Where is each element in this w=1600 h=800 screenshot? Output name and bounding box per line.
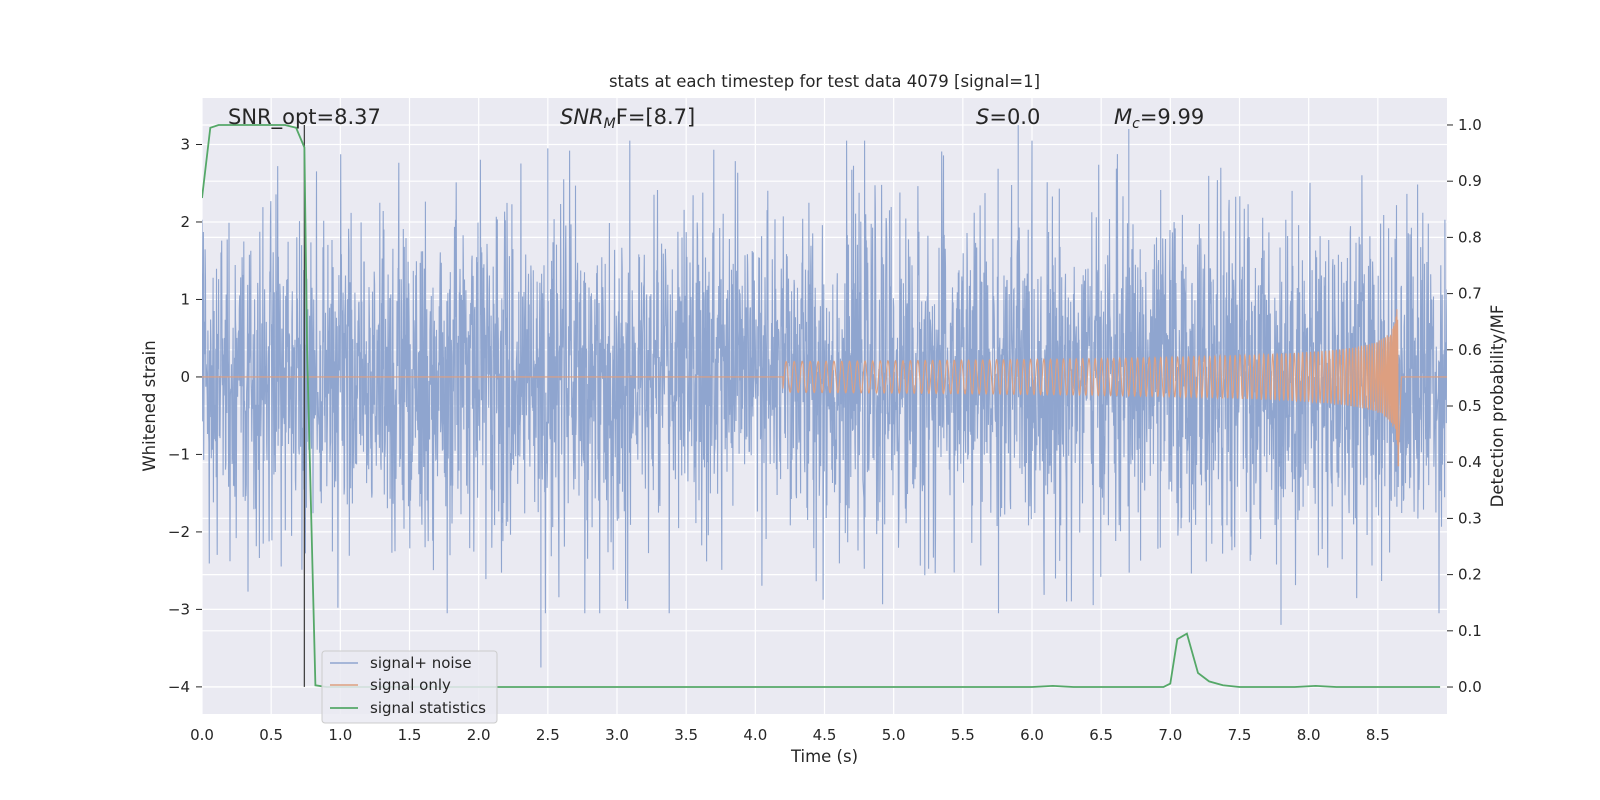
annotation-snr-mf-value: F=[8.7]	[616, 105, 695, 129]
x-tick-label: 8.5	[1366, 726, 1390, 744]
annotation-snr-mf-symbol: SNR	[560, 105, 604, 129]
y2-tick-label: 0.5	[1458, 397, 1482, 415]
legend-label-signal-statistics: signal statistics	[370, 699, 486, 717]
y2-tick-label: 1.0	[1458, 116, 1482, 134]
x-tick-label: 1.0	[328, 726, 352, 744]
x-tick-label: 4.0	[743, 726, 767, 744]
chart-title: stats at each timestep for test data 407…	[609, 72, 1040, 91]
x-tick-label: 2.0	[467, 726, 491, 744]
x-tick-label: 7.0	[1158, 726, 1182, 744]
y2-tick-label: 0.1	[1458, 622, 1482, 640]
annotation-snr-mf-subscript: M	[604, 116, 616, 132]
annotation-s: S=0.0	[976, 105, 1040, 129]
y-tick-label: 1	[180, 290, 190, 308]
x-tick-label: 7.5	[1228, 726, 1252, 744]
series-signal-noise-line	[202, 125, 1447, 668]
x-tick-label: 5.0	[882, 726, 906, 744]
y-axis-ticks: 3 2 1 0 −1 −2 −3 −4	[168, 135, 202, 696]
annotation-snr-opt: SNR_opt=8.37	[228, 105, 381, 130]
y2-tick-label: 0.9	[1458, 172, 1482, 190]
series-layer	[202, 124, 1447, 688]
y-tick-label: −3	[168, 600, 190, 618]
x-tick-label: 4.5	[813, 726, 837, 744]
annotation-mc: Mc=9.99	[1114, 105, 1204, 132]
y2-tick-label: 0.4	[1458, 453, 1482, 471]
x-tick-label: 0.0	[190, 726, 214, 744]
y-axis-label: Whitened strain	[140, 340, 159, 471]
y2-axis-ticks: 1.0 0.9 0.8 0.7 0.6 0.5 0.4 0.3 0.2 0.1 0.0	[1447, 116, 1482, 696]
x-tick-label: 0.5	[259, 726, 283, 744]
series-signal-statistics-line	[202, 124, 1441, 688]
y-tick-label: 0	[180, 368, 190, 386]
x-tick-label: 6.0	[1020, 726, 1044, 744]
x-tick-label: 3.0	[605, 726, 629, 744]
y-tick-label: 3	[180, 135, 190, 153]
annotation-mc-symbol: M	[1114, 105, 1132, 129]
x-axis-label: Time (s)	[790, 747, 858, 766]
annotation-mc-value: =9.99	[1140, 105, 1204, 129]
y2-tick-label: 0.3	[1458, 509, 1482, 527]
series-signal-only-line	[202, 309, 1447, 467]
annotation-s-symbol: S	[976, 105, 989, 129]
y-tick-label: 2	[180, 213, 190, 231]
y2-tick-label: 0.8	[1458, 228, 1482, 246]
y2-tick-label: 0.6	[1458, 341, 1482, 359]
y2-tick-label: 0.0	[1458, 678, 1482, 696]
y2-tick-label: 0.7	[1458, 285, 1482, 303]
y-tick-label: −2	[168, 523, 190, 541]
annotation-snr-mf: SNRMF=[8.7]	[560, 105, 695, 132]
annotation-mc-subscript: c	[1132, 116, 1140, 132]
legend-label-signal-noise: signal+ noise	[370, 654, 472, 672]
y-tick-label: −1	[168, 445, 190, 463]
annotation-s-value: =0.0	[989, 105, 1040, 129]
x-axis-ticks: 0.0 0.5 1.0 1.5 2.0 2.5 3.0 3.5 4.0 4.5 5.0 5.5 6.0 6…	[190, 726, 1390, 744]
legend-box	[321, 650, 498, 724]
y2-axis-label: Detection probability/MF	[1488, 305, 1507, 508]
x-tick-label: 2.5	[536, 726, 560, 744]
x-tick-label: 6.5	[1089, 726, 1113, 744]
x-tick-label: 1.5	[398, 726, 422, 744]
legend: signal+ noise signal only signal statist…	[321, 650, 498, 724]
x-tick-label: 5.5	[951, 726, 975, 744]
x-tick-label: 8.0	[1297, 726, 1321, 744]
x-tick-label: 3.5	[674, 726, 698, 744]
y2-tick-label: 0.2	[1458, 566, 1482, 584]
legend-label-signal-only: signal only	[370, 676, 451, 694]
y-tick-label: −4	[168, 678, 190, 696]
